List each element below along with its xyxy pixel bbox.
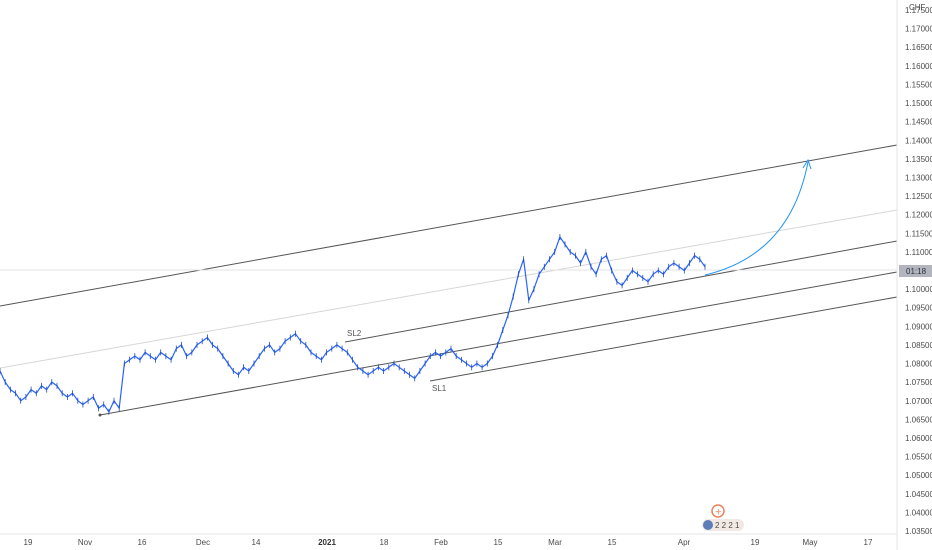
- x-tick-label: 17: [864, 538, 873, 547]
- inner-channel-line: [344, 240, 898, 343]
- projection-arrowhead: [802, 158, 812, 170]
- y-tick-label: 1.06500: [905, 415, 932, 424]
- x-tick-label: Apr: [678, 538, 691, 547]
- y-tick-label: 1.05500: [905, 453, 932, 462]
- x-tick-label: Mar: [548, 538, 562, 547]
- y-tick-label: 1.11500: [905, 229, 932, 238]
- y-axis: 1.17500 1.17000 1.16500 1.16000 1.15500 1.150…: [896, 0, 932, 550]
- badge-text: 2 2 2 1: [715, 521, 740, 530]
- y-tick-label: 1.08500: [905, 341, 932, 350]
- y-tick-label: 1.06000: [905, 434, 932, 443]
- y-tick-label: 1.10000: [905, 285, 932, 294]
- bottom-channel-line: [429, 296, 898, 382]
- upper-channel-line: [0, 144, 898, 307]
- price-tag-bg: [899, 265, 932, 277]
- mid-channel-line: [0, 209, 898, 369]
- currency-label: CHF: [909, 3, 926, 12]
- plus-glyph: +: [715, 508, 723, 518]
- plus-icon[interactable]: [711, 504, 725, 518]
- x-tick-label: Dec: [196, 538, 210, 547]
- y-tick-label: 1.15000: [905, 99, 932, 108]
- badge-bg: [702, 519, 744, 531]
- projection-arrow: [704, 158, 812, 276]
- price-tag-text: 01:18: [906, 267, 927, 276]
- x-tick-label: 19: [24, 538, 33, 547]
- y-tick-label: 1.09000: [905, 322, 932, 331]
- y-tick-label: 1.15500: [905, 80, 932, 89]
- price-tag: 01:18: [899, 265, 932, 277]
- channel-lines: [0, 144, 898, 416]
- x-tick-label: May: [802, 538, 817, 547]
- x-tick-label: 16: [138, 538, 147, 547]
- y-tick-label: 1.17500: [905, 6, 932, 15]
- y-tick-label: 1.03500: [905, 527, 932, 536]
- y-tick-label: 1.14500: [905, 118, 932, 127]
- annotation-label: SL1: [432, 384, 447, 393]
- x-axis: 19 Nov 16 Dec 14 2021 18 Feb 15 Mar 15 Apr 19 May 17: [0, 533, 897, 547]
- x-tick-label: 15: [494, 538, 503, 547]
- y-tick-label: 1.04500: [905, 490, 932, 499]
- x-tick-label: 18: [380, 538, 389, 547]
- x-tick-label: 19: [751, 538, 760, 547]
- x-tick-label: 15: [608, 538, 617, 547]
- y-tick-label: 1.12500: [905, 192, 932, 201]
- projection-curve: [704, 161, 809, 276]
- anchor-point: [98, 413, 102, 417]
- y-tick-label: 1.08000: [905, 360, 932, 369]
- y-tick-label: 1.07500: [905, 378, 932, 387]
- y-tick-label: 1.11000: [905, 248, 932, 257]
- annotations: SL2 SL1: [98, 329, 447, 417]
- y-tick-label: 1.04000: [905, 508, 932, 517]
- x-tick-label: 2021: [318, 538, 336, 547]
- y-tick-label: 1.12000: [905, 211, 932, 220]
- y-tick-label: 1.09500: [905, 304, 932, 313]
- y-tick-label: 1.17000: [905, 25, 932, 34]
- annotation-label: SL2: [347, 329, 362, 338]
- y-tick-label: 1.07000: [905, 397, 932, 406]
- flag-icon[interactable]: [703, 520, 713, 530]
- x-tick-label: 14: [252, 538, 261, 547]
- price-series: [0, 234, 706, 415]
- y-tick-label: 1.13000: [905, 173, 932, 182]
- y-tick-label: 1.16500: [905, 43, 932, 52]
- x-tick-label: Nov: [78, 538, 92, 547]
- price-line: [0, 236, 706, 413]
- event-badge[interactable]: + 2 2 2 1: [702, 504, 744, 531]
- y-tick-label: 1.05000: [905, 471, 932, 480]
- y-tick-label: 1.14000: [905, 136, 932, 145]
- x-tick-label: Feb: [434, 538, 448, 547]
- y-tick-label: 1.16000: [905, 62, 932, 71]
- y-tick-label: 1.13500: [905, 155, 932, 164]
